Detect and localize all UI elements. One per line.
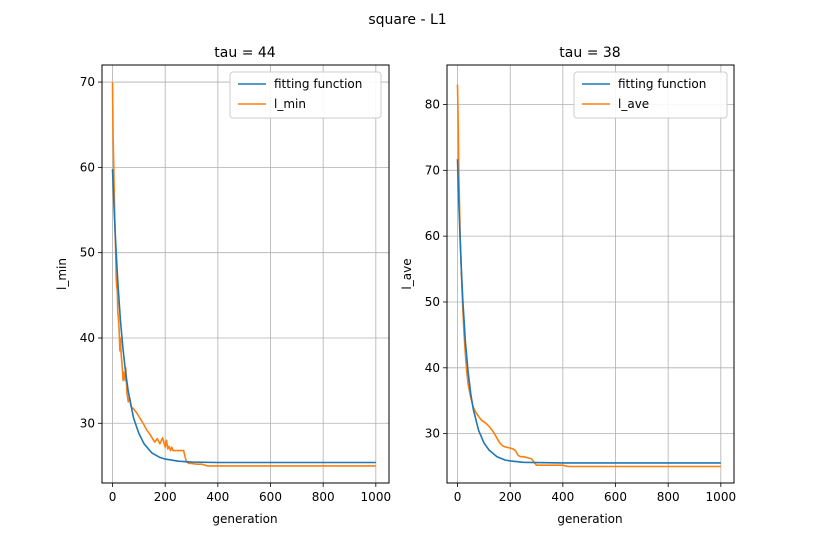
left-x-axis-label: generation — [212, 512, 277, 526]
left-panel: tau = 44 0 200 400 600 800 1000 30 40 50 60 70 gen… — [55, 45, 391, 526]
left-x-tick-label: 800 — [312, 490, 335, 504]
right-x-tick-label: 600 — [604, 490, 627, 504]
left-y-tick-label: 60 — [80, 160, 95, 174]
right-legend-box — [573, 71, 728, 119]
left-x-tick-label: 600 — [259, 490, 282, 504]
right-panel: tau = 38 0 200 400 600 800 1000 30 40 50 60 70 80 g… — [400, 45, 736, 526]
left-fitting-function-line — [111, 169, 376, 464]
right-y-tick-label: 80 — [425, 97, 440, 111]
left-y-tick-label: 40 — [80, 331, 95, 345]
left-y-axis-label: l_min — [55, 258, 69, 290]
left-legend-label-fit: fitting function — [274, 77, 362, 91]
right-y-tick-label: 40 — [425, 361, 440, 375]
left-x-tick-label: 0 — [109, 490, 117, 504]
right-data-line — [456, 84, 721, 468]
right-legend-label-fit: fitting function — [618, 77, 706, 91]
right-x-tick-label: 200 — [499, 490, 522, 504]
right-x-tick-label: 0 — [454, 490, 462, 504]
left-axes-frame — [101, 64, 390, 484]
right-x-tick-label: 1000 — [706, 490, 737, 504]
left-x-tick-label: 200 — [154, 490, 177, 504]
left-legend: fitting function l_min — [229, 71, 382, 119]
figure-title: square - L1 — [368, 12, 446, 28]
right-y-tick-label: 60 — [425, 229, 440, 243]
right-y-tick-label: 50 — [425, 295, 440, 309]
right-axes-title: tau = 38 — [559, 45, 620, 61]
right-axes-frame — [446, 64, 735, 484]
left-x-tick-label: 1000 — [361, 490, 392, 504]
left-x-tick-label: 400 — [206, 490, 229, 504]
left-data-line — [111, 82, 376, 467]
left-y-tick-label: 70 — [80, 75, 95, 89]
left-y-tick-label: 30 — [80, 416, 95, 430]
right-x-tick-label: 400 — [551, 490, 574, 504]
right-legend-label-data: l_ave — [618, 97, 649, 111]
right-x-tick-label: 800 — [657, 490, 680, 504]
left-y-tick-label: 50 — [80, 246, 95, 260]
right-y-tick-label: 70 — [425, 163, 440, 177]
right-fitting-function-line — [456, 159, 721, 464]
left-axes-title: tau = 44 — [214, 45, 275, 61]
left-legend-box — [229, 71, 382, 119]
right-y-tick-label: 30 — [425, 427, 440, 441]
left-legend-label-data: l_min — [274, 97, 306, 111]
right-y-axis-label: l_ave — [400, 258, 414, 289]
right-x-axis-label: generation — [557, 512, 622, 526]
right-legend: fitting function l_ave — [573, 71, 728, 119]
